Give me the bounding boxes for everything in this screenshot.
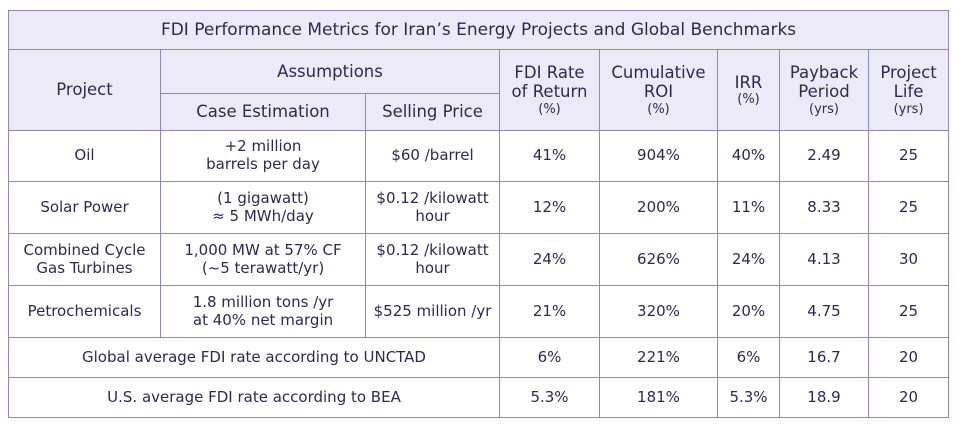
irr-value: 20%: [717, 285, 780, 338]
table-row-solar: Solar Power (1 gigawatt) ≈ 5 MWh/day $0.1…: [8, 181, 950, 234]
case-estimation: (1 gigawatt) ≈ 5 MWh/day: [160, 181, 366, 234]
cumulative-roi-value: 221%: [599, 337, 718, 378]
fdi-metrics-table: FDI Performance Metrics for Iran’s Energ…: [7, 10, 950, 418]
header-life-label: Project Life: [880, 62, 937, 102]
payback-value: 4.13: [779, 233, 869, 286]
payback-value: 8.33: [779, 181, 869, 234]
header-cumulative-roi: Cumulative ROI (%): [599, 49, 718, 131]
table-row-ccgt: Combined Cycle Gas Turbines 1,000 MW at 5…: [8, 233, 950, 286]
price-line: $0.12 /kilowatt: [376, 188, 489, 207]
cumulative-roi-value: 904%: [599, 130, 718, 182]
case-estimation: +2 million barrels per day: [160, 130, 366, 182]
benchmark-label: U.S. average FDI rate according to BEA: [8, 377, 500, 418]
case-line: 1,000 MW at 57% CF: [184, 240, 342, 259]
project-life-value: 20: [867, 377, 950, 418]
case-line: +2 million: [224, 137, 302, 156]
fdi-rate-value: 24%: [499, 233, 600, 286]
selling-price: $60 /barrel: [365, 130, 500, 182]
price-line: hour: [415, 258, 450, 277]
case-estimation: 1.8 million tons /yr at 40% net margin: [160, 285, 366, 338]
header-irr: IRR (%): [717, 49, 780, 131]
project-life-value: 20: [867, 337, 950, 378]
table-title: FDI Performance Metrics for Iran’s Energ…: [7, 10, 950, 50]
header-cumulative-roi-label: Cumulative ROI: [611, 62, 706, 102]
cumulative-roi-value: 626%: [599, 233, 718, 286]
header-fdi-rate-unit: (%): [538, 101, 561, 117]
selling-price: $525 million /yr: [365, 285, 500, 338]
irr-value: 11%: [717, 181, 780, 234]
table-row-oil: Oil +2 million barrels per day $60 /barre…: [8, 130, 950, 182]
project-name: Petrochemicals: [8, 285, 161, 338]
case-line: barrels per day: [206, 155, 320, 173]
header-selling-price: Selling Price: [365, 93, 500, 131]
irr-value: 40%: [717, 130, 780, 182]
price-line: $0.12 /kilowatt: [376, 240, 489, 259]
cumulative-roi-value: 320%: [599, 285, 718, 338]
header-project-life: Project Life (yrs): [867, 49, 950, 131]
header-payback-period: Payback Period (yrs): [779, 49, 869, 131]
project-life-value: 25: [867, 130, 950, 182]
fdi-rate-value: 12%: [499, 181, 600, 234]
fdi-rate-value: 5.3%: [499, 377, 600, 418]
project-life-value: 25: [867, 285, 950, 338]
table-row-petrochemicals: Petrochemicals 1.8 million tons /yr at 40…: [8, 285, 950, 338]
project-line: Combined Cycle: [23, 240, 146, 259]
selling-price: $0.12 /kilowatt hour: [365, 181, 500, 234]
irr-value: 24%: [717, 233, 780, 286]
header-cumulative-roi-unit: (%): [647, 101, 670, 117]
table-row-unctad-benchmark: Global average FDI rate according to UNC…: [8, 337, 950, 378]
header-irr-label: IRR: [734, 72, 763, 92]
price-line: hour: [415, 206, 450, 225]
header-payback-unit: (yrs): [809, 101, 839, 117]
irr-value: 6%: [717, 337, 780, 378]
project-name: Solar Power: [8, 181, 161, 234]
payback-value: 4.75: [779, 285, 869, 338]
header-project: Project: [8, 49, 161, 131]
cumulative-roi-value: 200%: [599, 181, 718, 234]
irr-value: 5.3%: [717, 377, 780, 418]
case-estimation: 1,000 MW at 57% CF (~5 terawatt/yr): [160, 233, 366, 286]
case-line: at 40% net margin: [192, 310, 334, 329]
header-fdi-rate: FDI Rate of Return (%): [499, 49, 600, 131]
project-life-value: 30: [867, 233, 950, 286]
selling-price: $0.12 /kilowatt hour: [365, 233, 500, 286]
header-irr-unit: (%): [737, 92, 760, 108]
cumulative-roi-value: 181%: [599, 377, 718, 418]
benchmark-label: Global average FDI rate according to UNC…: [8, 337, 500, 378]
payback-value: 16.7: [779, 337, 869, 378]
table-row-bea-benchmark: U.S. average FDI rate according to BEA 5…: [8, 377, 950, 418]
fdi-rate-value: 6%: [499, 337, 600, 378]
fdi-table-container: FDI Performance Metrics for Iran’s Energ…: [7, 10, 950, 418]
payback-value: 18.9: [779, 377, 869, 418]
header-fdi-rate-label: FDI Rate of Return: [511, 62, 588, 102]
case-line: ≈ 5 MWh/day: [212, 206, 314, 225]
payback-value: 2.49: [779, 130, 869, 182]
fdi-rate-value: 21%: [499, 285, 600, 338]
fdi-rate-value: 41%: [499, 130, 600, 182]
header-life-unit: (yrs): [893, 101, 924, 117]
case-line: 1.8 million tons /yr: [192, 292, 334, 311]
project-line: Gas Turbines: [36, 258, 133, 277]
project-name: Oil: [8, 130, 161, 182]
header-assumptions: Assumptions: [160, 49, 500, 94]
header-payback-label: Payback Period: [789, 62, 859, 102]
header-case-estimation: Case Estimation: [160, 93, 366, 131]
case-line: (1 gigawatt): [217, 188, 309, 207]
case-line: (~5 terawatt/yr): [201, 258, 325, 277]
project-life-value: 25: [867, 181, 950, 234]
project-name: Combined Cycle Gas Turbines: [8, 233, 161, 286]
